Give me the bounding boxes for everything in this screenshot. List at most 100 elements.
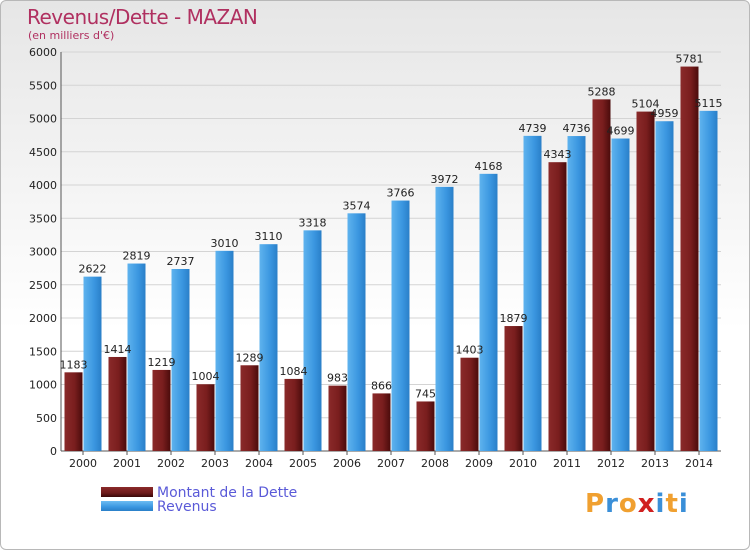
y-tick-label: 3500 — [29, 212, 57, 225]
y-tick-label: 500 — [36, 412, 57, 425]
debt-value-label: 1084 — [280, 365, 308, 378]
debt-bar — [240, 365, 259, 451]
x-tick-label: 2009 — [465, 457, 493, 470]
x-tick-label: 2014 — [685, 457, 713, 470]
debt-bar — [416, 401, 435, 451]
legend-swatch-revenue — [101, 501, 153, 511]
x-tick-label: 2000 — [69, 457, 97, 470]
logo-letter: P — [585, 489, 606, 519]
revenue-value-label: 3110 — [255, 230, 283, 243]
y-tick-label: 4500 — [29, 146, 57, 159]
revenue-bar — [699, 110, 718, 451]
revenue-bar — [259, 244, 278, 451]
proxiti-logo: Proxiti — [585, 489, 689, 519]
revenue-bar — [523, 135, 542, 451]
legend-label-revenue: Revenus — [157, 499, 217, 515]
debt-value-label: 1219 — [148, 356, 176, 369]
revenue-value-label: 3318 — [299, 216, 327, 229]
debt-bar — [372, 393, 391, 451]
revenue-bar — [83, 276, 102, 451]
debt-bar — [592, 99, 611, 452]
revenue-value-label: 4959 — [651, 107, 679, 120]
debt-value-label: 1289 — [236, 351, 264, 364]
logo-letter: i — [678, 489, 689, 519]
debt-bar — [680, 66, 699, 451]
axes: 0 500 1000 1500 2000 2500 3000 3500 4000 4500 5000… — [29, 46, 721, 470]
x-tick-label: 2003 — [201, 457, 229, 470]
debt-value-label: 1414 — [104, 343, 132, 356]
y-tick-label: 3000 — [29, 246, 57, 259]
revenue-bar — [303, 230, 322, 451]
legend-label-debt: Montant de la Dette — [157, 485, 298, 501]
debt-bar — [284, 378, 303, 451]
x-tick-label: 2007 — [377, 457, 405, 470]
x-tick-label: 2006 — [333, 457, 361, 470]
legend-swatch-debt — [101, 487, 153, 497]
revenue-bar — [655, 121, 674, 451]
bars — [64, 66, 718, 452]
logo-letter: i — [655, 489, 666, 519]
y-tick-label: 4000 — [29, 179, 57, 192]
debt-bar — [636, 111, 655, 452]
debt-bar — [328, 385, 347, 451]
x-tick-label: 2005 — [289, 457, 317, 470]
revenue-value-label: 4739 — [519, 122, 547, 135]
x-tick-label: 2008 — [421, 457, 449, 470]
revenue-value-label: 4699 — [607, 125, 635, 138]
chart-title: Revenus/Dette - MAZAN — [27, 5, 258, 29]
revenue-bar — [479, 173, 498, 451]
debt-bar — [548, 162, 567, 452]
debt-value-label: 5288 — [588, 85, 616, 98]
debt-value-label: 4343 — [544, 148, 572, 161]
revenue-value-label: 3766 — [387, 187, 415, 200]
revenue-bar — [435, 186, 454, 451]
x-tick-label: 2012 — [597, 457, 625, 470]
y-tick-label: 0 — [50, 445, 57, 458]
revenue-value-label: 3574 — [343, 199, 371, 212]
revenue-value-label: 3972 — [431, 173, 459, 186]
debt-bar — [152, 369, 171, 451]
revenue-value-label: 2737 — [167, 255, 195, 268]
x-tick-label: 2011 — [553, 457, 581, 470]
debt-value-label: 866 — [371, 379, 392, 392]
x-tick-label: 2001 — [113, 457, 141, 470]
y-tick-label: 1000 — [29, 379, 57, 392]
revenue-value-label: 3010 — [211, 237, 239, 250]
revenue-value-label: 5115 — [695, 97, 723, 110]
debt-bar — [460, 357, 479, 451]
revenue-value-label: 2622 — [79, 263, 107, 276]
debt-bar — [504, 326, 523, 451]
revenue-bar — [215, 250, 234, 451]
revenue-value-label: 4736 — [563, 122, 591, 135]
logo-letter: o — [618, 489, 638, 519]
x-tick-label: 2010 — [509, 457, 537, 470]
revenue-bar — [391, 200, 410, 451]
logo-letter: x — [637, 489, 656, 519]
x-tick-label: 2004 — [245, 457, 273, 470]
x-tick-label: 2013 — [641, 457, 669, 470]
logo-letter: t — [665, 489, 679, 519]
value-labels: 1183 1414 1219 1004 1289 1084 983 866 745 1403 187… — [60, 53, 723, 401]
revenue-bar — [347, 213, 366, 451]
logo-letter: r — [605, 489, 619, 519]
revenue-bar — [611, 138, 630, 452]
debt-value-label: 5781 — [676, 53, 704, 66]
debt-value-label: 5104 — [632, 98, 660, 111]
debt-bar — [196, 384, 215, 451]
y-tick-label: 6000 — [29, 46, 57, 59]
debt-value-label: 983 — [327, 372, 348, 385]
revenue-bar — [567, 136, 586, 451]
y-tick-label: 1500 — [29, 345, 57, 358]
debt-bar — [64, 372, 83, 451]
debt-value-label: 745 — [415, 387, 436, 400]
y-tick-label: 5500 — [29, 79, 57, 92]
debt-value-label: 1879 — [500, 312, 528, 325]
debt-value-label: 1004 — [192, 370, 220, 383]
y-tick-label: 5000 — [29, 113, 57, 126]
revenue-bar — [171, 268, 190, 451]
y-tick-label: 2500 — [29, 279, 57, 292]
debt-bar — [108, 356, 127, 451]
revenue-bar — [127, 263, 146, 451]
chart-subtitle: (en milliers d'€) — [28, 29, 115, 42]
